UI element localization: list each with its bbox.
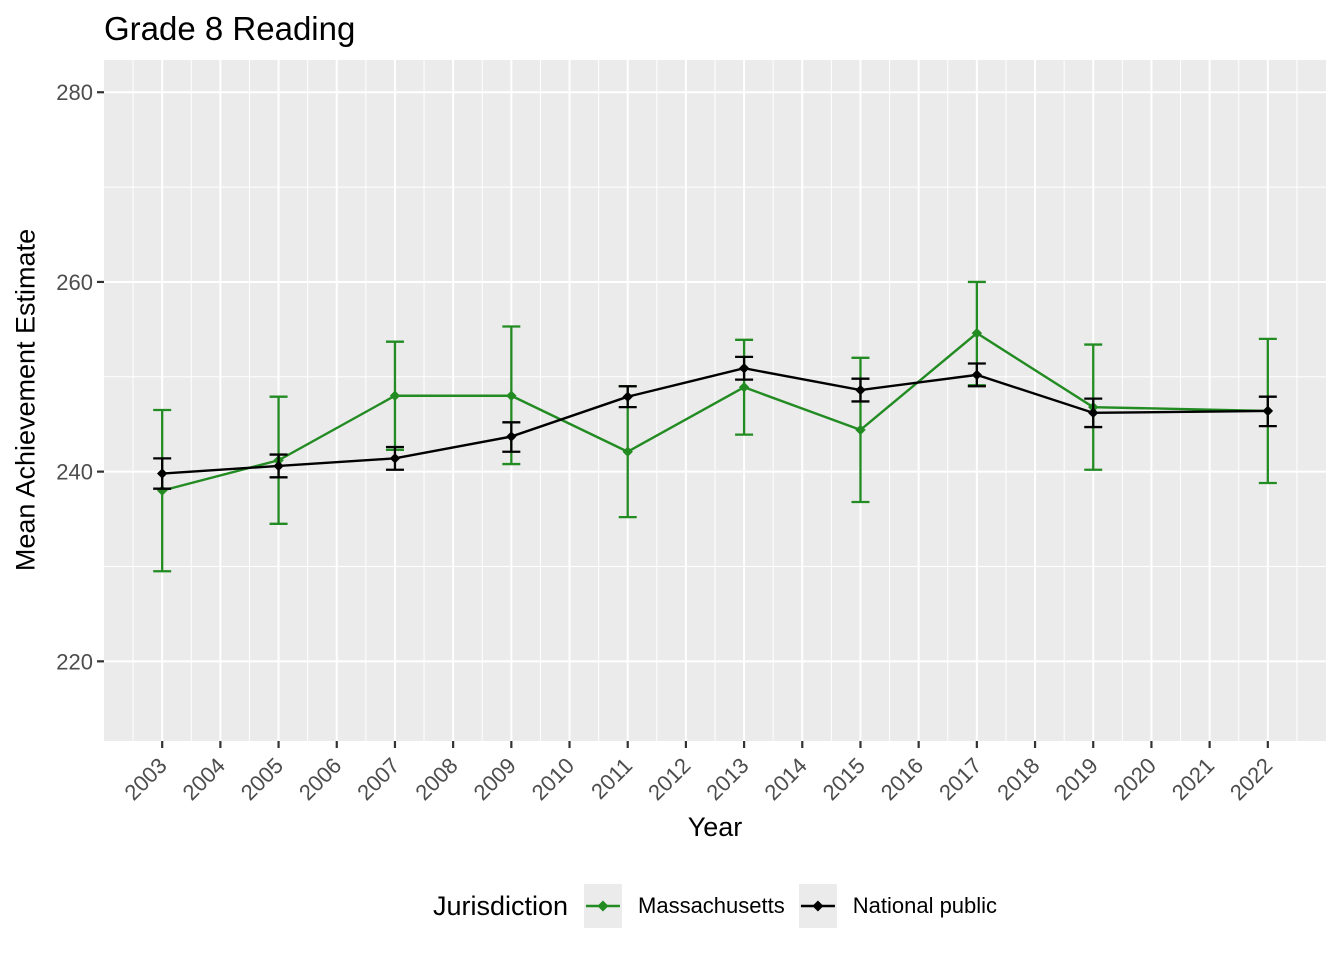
svg-text:220: 220 bbox=[56, 649, 93, 674]
svg-text:2008: 2008 bbox=[410, 753, 462, 805]
massachusetts-key-icon bbox=[584, 884, 623, 928]
gridlines-minor bbox=[104, 60, 1326, 741]
legend-title: Jurisdiction bbox=[432, 890, 569, 921]
svg-text:2011: 2011 bbox=[586, 753, 637, 804]
svg-text:2015: 2015 bbox=[818, 753, 870, 805]
y-axis-title: Mean Achievement Estimate bbox=[10, 228, 41, 572]
svg-text:280: 280 bbox=[56, 80, 93, 105]
svg-text:2009: 2009 bbox=[469, 753, 521, 805]
x-axis-title: Year bbox=[687, 812, 743, 842]
legend-entry-massachusetts: Massachusetts bbox=[584, 884, 785, 928]
series-national-public bbox=[153, 355, 1277, 490]
svg-text:2016: 2016 bbox=[876, 753, 928, 805]
svg-text:240: 240 bbox=[56, 460, 93, 485]
svg-text:2021: 2021 bbox=[1167, 753, 1219, 805]
y-tick-labels: 220 240 260 280 bbox=[56, 80, 93, 674]
national-public-points bbox=[156, 363, 1274, 479]
svg-text:2019: 2019 bbox=[1050, 753, 1102, 805]
svg-text:2018: 2018 bbox=[992, 753, 1044, 805]
svg-text:2017: 2017 bbox=[934, 753, 986, 805]
svg-text:2005: 2005 bbox=[236, 753, 288, 805]
svg-text:260: 260 bbox=[56, 270, 93, 295]
gridlines-major bbox=[104, 60, 1326, 741]
national-public-line bbox=[162, 367, 1268, 475]
svg-text:2012: 2012 bbox=[643, 753, 695, 805]
svg-text:2020: 2020 bbox=[1109, 753, 1161, 805]
chart-title: Grade 8 Reading bbox=[104, 10, 356, 47]
legend-label-national-public: National public bbox=[852, 893, 998, 918]
axis-tick-marks bbox=[97, 91, 1269, 748]
national-public-key-icon bbox=[798, 884, 837, 928]
svg-text:2010: 2010 bbox=[527, 753, 579, 805]
massachusetts-line bbox=[161, 331, 1268, 492]
massachusetts-points bbox=[156, 327, 1274, 496]
svg-text:2014: 2014 bbox=[760, 753, 812, 805]
legend-entry-national-public: National public bbox=[798, 884, 998, 928]
x-tick-labels: 2003 2004 2005 2006 2007 2008 2009 2010 2011 2012… bbox=[119, 753, 1277, 805]
svg-text:2003: 2003 bbox=[119, 753, 171, 805]
svg-text:2013: 2013 bbox=[701, 753, 753, 805]
svg-text:2004: 2004 bbox=[178, 753, 230, 805]
legend-label-massachusetts: Massachusetts bbox=[638, 893, 785, 918]
svg-text:2022: 2022 bbox=[1225, 753, 1277, 805]
svg-text:2007: 2007 bbox=[352, 753, 404, 805]
legend: Jurisdiction Massachusetts National publ… bbox=[433, 884, 997, 928]
svg-text:2006: 2006 bbox=[294, 753, 346, 805]
